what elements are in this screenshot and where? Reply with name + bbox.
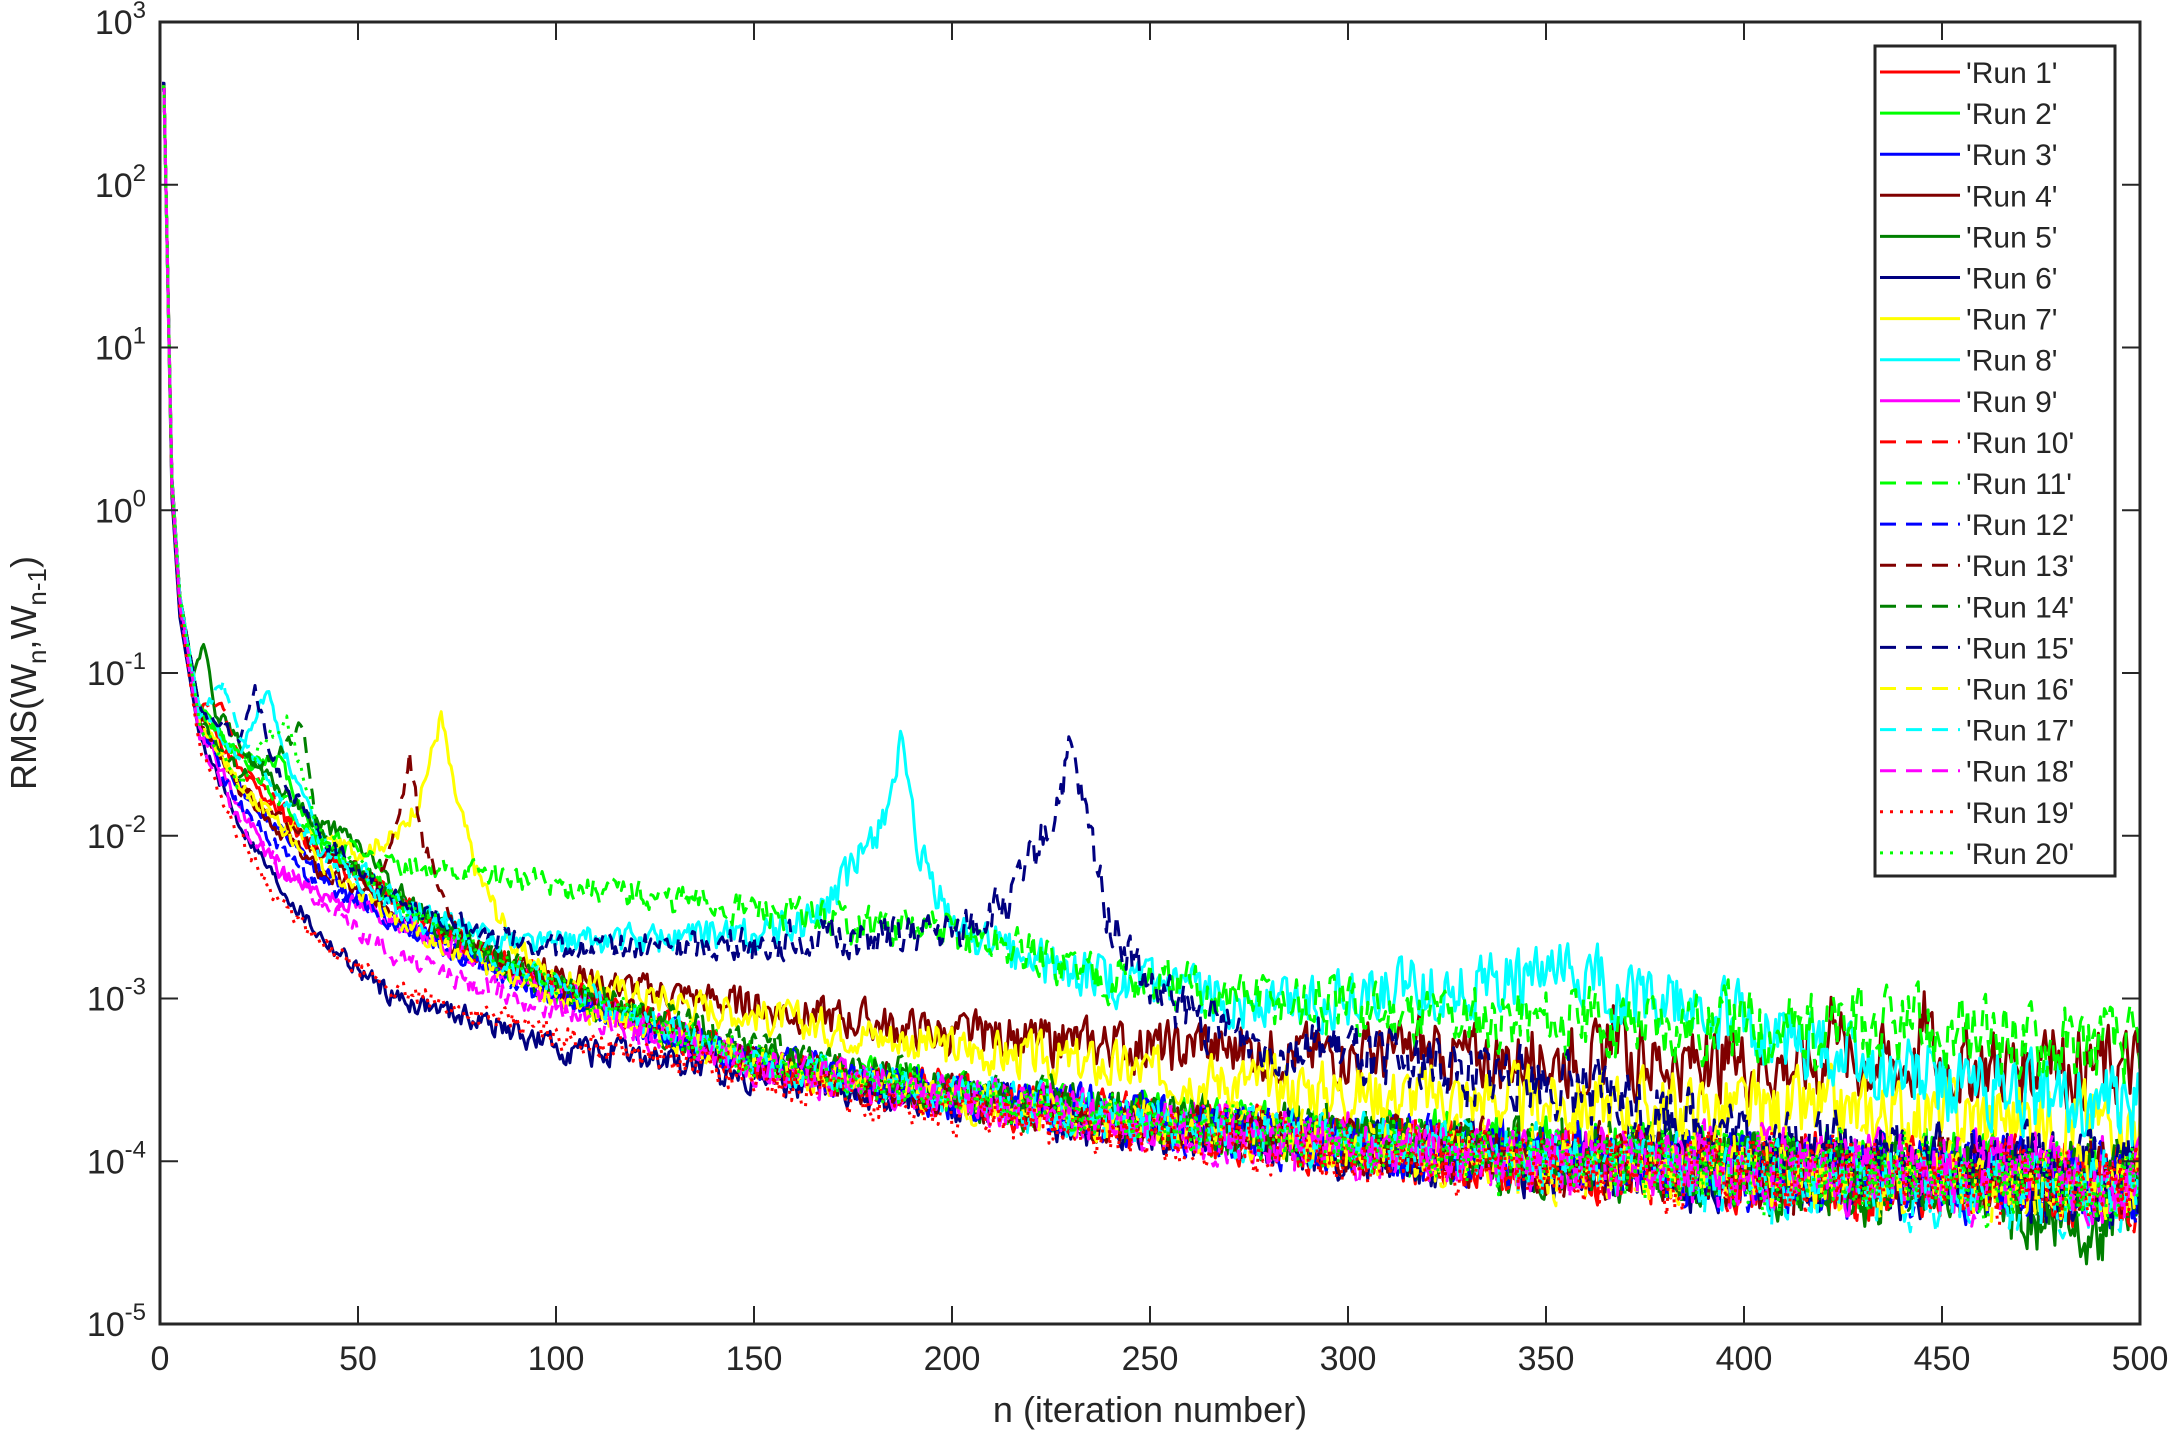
legend-label-run-12: 'Run 12': [1966, 509, 2074, 542]
y-tick-label-1: 10-4: [87, 1136, 146, 1181]
y-tick-label-6: 101: [95, 323, 146, 368]
legend-label-run-11: 'Run 11': [1966, 468, 2072, 501]
x-tick-label-9: 450: [1914, 1340, 1971, 1378]
y-tick-label-7: 102: [95, 160, 146, 205]
legend-label-run-9: 'Run 9': [1966, 386, 2058, 419]
series-line-run-8: [162, 85, 2140, 1147]
legend: 'Run 1' 'Run 2' 'Run 3' 'Run 4' 'Run 5' 'Run …: [1873, 44, 2117, 878]
series-line-run-18: [162, 85, 2140, 1228]
x-tick-label-1: 50: [339, 1340, 377, 1378]
legend-label-run-1: 'Run 1': [1966, 57, 2058, 90]
x-tick-label-5: 250: [1122, 1340, 1179, 1378]
x-tick-label-3: 150: [726, 1340, 783, 1378]
x-tick-label-7: 350: [1518, 1340, 1575, 1378]
series-line-run-15: [162, 85, 2140, 1222]
x-tick-label-6: 300: [1320, 1340, 1377, 1378]
x-tick-label-2: 100: [528, 1340, 585, 1378]
legend-box: [1873, 44, 2117, 878]
legend-label-run-16: 'Run 16': [1966, 674, 2074, 707]
legend-label-run-6: 'Run 6': [1966, 263, 2058, 296]
y-axis-label: RMS(Wn,Wn-1): [3, 556, 52, 790]
x-tick-label-0: 0: [151, 1340, 170, 1378]
y-tick-label-5: 100: [95, 485, 146, 530]
series-line-run-7: [162, 85, 2140, 1171]
y-tick-label-4: 10-1: [87, 648, 146, 693]
y-tick-label-3: 10-2: [87, 811, 146, 856]
y-axis-tick-labels: 10-5 10-4 10-3 10-2 10-1 100 101 102 103: [87, 0, 146, 1344]
legend-label-run-19: 'Run 19': [1966, 797, 2074, 830]
legend-label-run-15: 'Run 15': [1966, 632, 2074, 665]
series-line-run-17: [162, 85, 2140, 1240]
legend-label-run-13: 'Run 13': [1966, 550, 2074, 583]
legend-label-run-20: 'Run 20': [1966, 838, 2074, 871]
legend-label-run-18: 'Run 18': [1966, 756, 2074, 789]
legend-label-run-14: 'Run 14': [1966, 591, 2074, 624]
x-axis-label: n (iteration number): [993, 1389, 1307, 1430]
legend-label-run-4: 'Run 4': [1966, 180, 2058, 213]
legend-label-run-2: 'Run 2': [1966, 98, 2058, 131]
x-tick-label-4: 200: [924, 1340, 981, 1378]
series-line-run-16: [162, 85, 2140, 1224]
x-tick-label-10: 500: [2112, 1340, 2169, 1378]
legend-label-run-3: 'Run 3': [1966, 139, 2058, 172]
legend-entries: 'Run 1' 'Run 2' 'Run 3' 'Run 4' 'Run 5' 'Run …: [1880, 57, 2074, 871]
legend-label-run-17: 'Run 17': [1966, 715, 2074, 748]
legend-label-run-10: 'Run 10': [1966, 427, 2074, 460]
y-tick-label-2: 10-3: [87, 974, 146, 1019]
legend-label-run-5: 'Run 5': [1966, 221, 2058, 254]
x-tick-label-8: 400: [1716, 1340, 1773, 1378]
y-tick-label-0: 10-5: [87, 1299, 146, 1344]
y-tick-label-8: 103: [95, 0, 146, 42]
x-axis-tick-labels: 0 50 100 150 200 250 300 350 400 450 500: [151, 1340, 2169, 1378]
series-layer: [162, 81, 2140, 1266]
axis-ticks: [159, 21, 2141, 1325]
legend-label-run-7: 'Run 7': [1966, 304, 2058, 337]
series-line-run-20: [162, 85, 2140, 1232]
legend-label-run-8: 'Run 8': [1966, 345, 2058, 378]
